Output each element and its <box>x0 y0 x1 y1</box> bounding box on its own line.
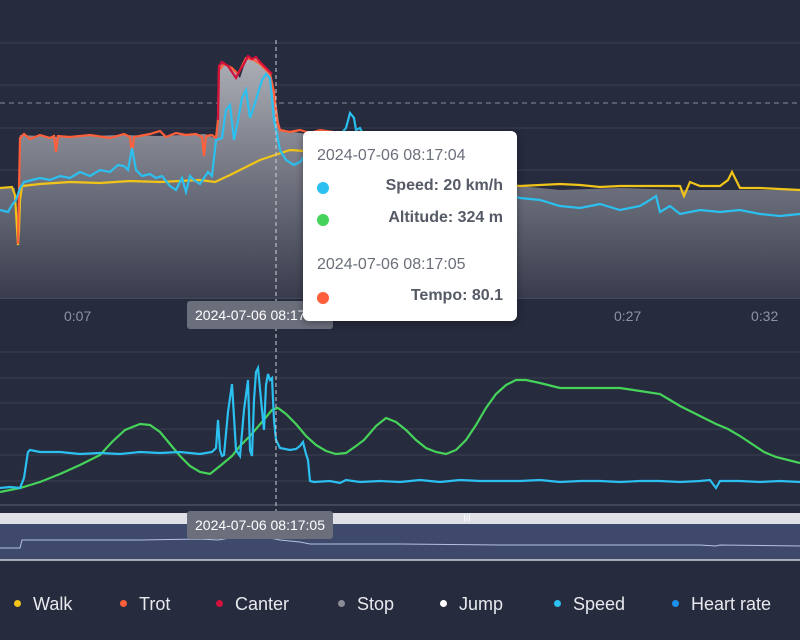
legend-label: Stop <box>357 594 395 614</box>
legend-dot-icon <box>672 599 679 607</box>
speed-line-top <box>0 72 800 218</box>
legend-label: Jump <box>459 594 504 614</box>
tempo-dot-icon <box>317 292 329 304</box>
canter-line <box>216 54 273 121</box>
legend-item-speed[interactable]: Speed <box>554 588 625 620</box>
tooltip-row-tempo: Tempo: 80.1 <box>317 287 503 309</box>
tooltip-time: 2024-07-06 08:17:04 <box>317 147 466 164</box>
tooltip-time: 2024-07-06 08:17:05 <box>317 256 466 273</box>
navigator-background <box>0 524 800 560</box>
tooltip-altitude-value: Altitude: 324 m <box>388 209 503 226</box>
crosshair-time-label-bottom: 2024-07-06 08:17:05 <box>187 511 333 539</box>
trot-line <box>16 56 361 245</box>
speed-dot-icon <box>317 182 329 194</box>
bottom-chart[interactable] <box>0 351 800 506</box>
altitude-dot-icon <box>317 214 329 226</box>
tooltip-tempo-value: Tempo: 80.1 <box>410 287 503 304</box>
legend-dot-icon <box>216 599 223 607</box>
navigator-top-bar[interactable] <box>0 513 800 524</box>
chart-legend: Walk Trot Canter Stop Jump Speed Heart r… <box>0 588 800 620</box>
speed-line-bottom <box>0 364 800 490</box>
legend-item-walk[interactable]: Walk <box>14 588 72 620</box>
legend-dot-icon <box>338 599 345 607</box>
grip-icon[interactable]: III <box>463 513 471 523</box>
tooltip-row-speed: Speed: 20 km/h <box>317 177 503 199</box>
top-x-axis: 0:07 0:27 0:32 <box>64 308 778 324</box>
x-tick-label: 0:07 <box>64 308 91 324</box>
legend-item-canter[interactable]: Canter <box>216 588 289 620</box>
tooltip-row-altitude: Altitude: 324 m <box>317 209 503 231</box>
tooltip-speed-value: Speed: 20 km/h <box>385 177 503 194</box>
x-tick-label: 0:27 <box>614 308 641 324</box>
legend-dot-icon <box>554 599 561 607</box>
legend-dot-icon <box>440 599 447 607</box>
range-navigator[interactable] <box>0 513 800 561</box>
legend-label: Trot <box>139 594 171 614</box>
legend-label: Walk <box>33 594 73 614</box>
legend-item-jump[interactable]: Jump <box>440 588 503 620</box>
altitude-line <box>0 378 800 494</box>
x-tick-label: 0:32 <box>751 308 778 324</box>
legend-dot-icon <box>120 599 127 607</box>
legend-label: Speed <box>573 594 626 614</box>
legend-label: Canter <box>235 594 290 614</box>
legend-item-heart-rate[interactable]: Heart rate <box>672 588 771 620</box>
legend-dot-icon <box>14 599 21 607</box>
bottom-chart-grid <box>0 351 800 482</box>
legend-label: Heart rate <box>691 594 772 614</box>
legend-item-stop[interactable]: Stop <box>338 588 394 620</box>
legend-item-trot[interactable]: Trot <box>120 588 170 620</box>
data-tooltip: 2024-07-06 08:17:04 Speed: 20 km/h Altit… <box>303 131 517 321</box>
